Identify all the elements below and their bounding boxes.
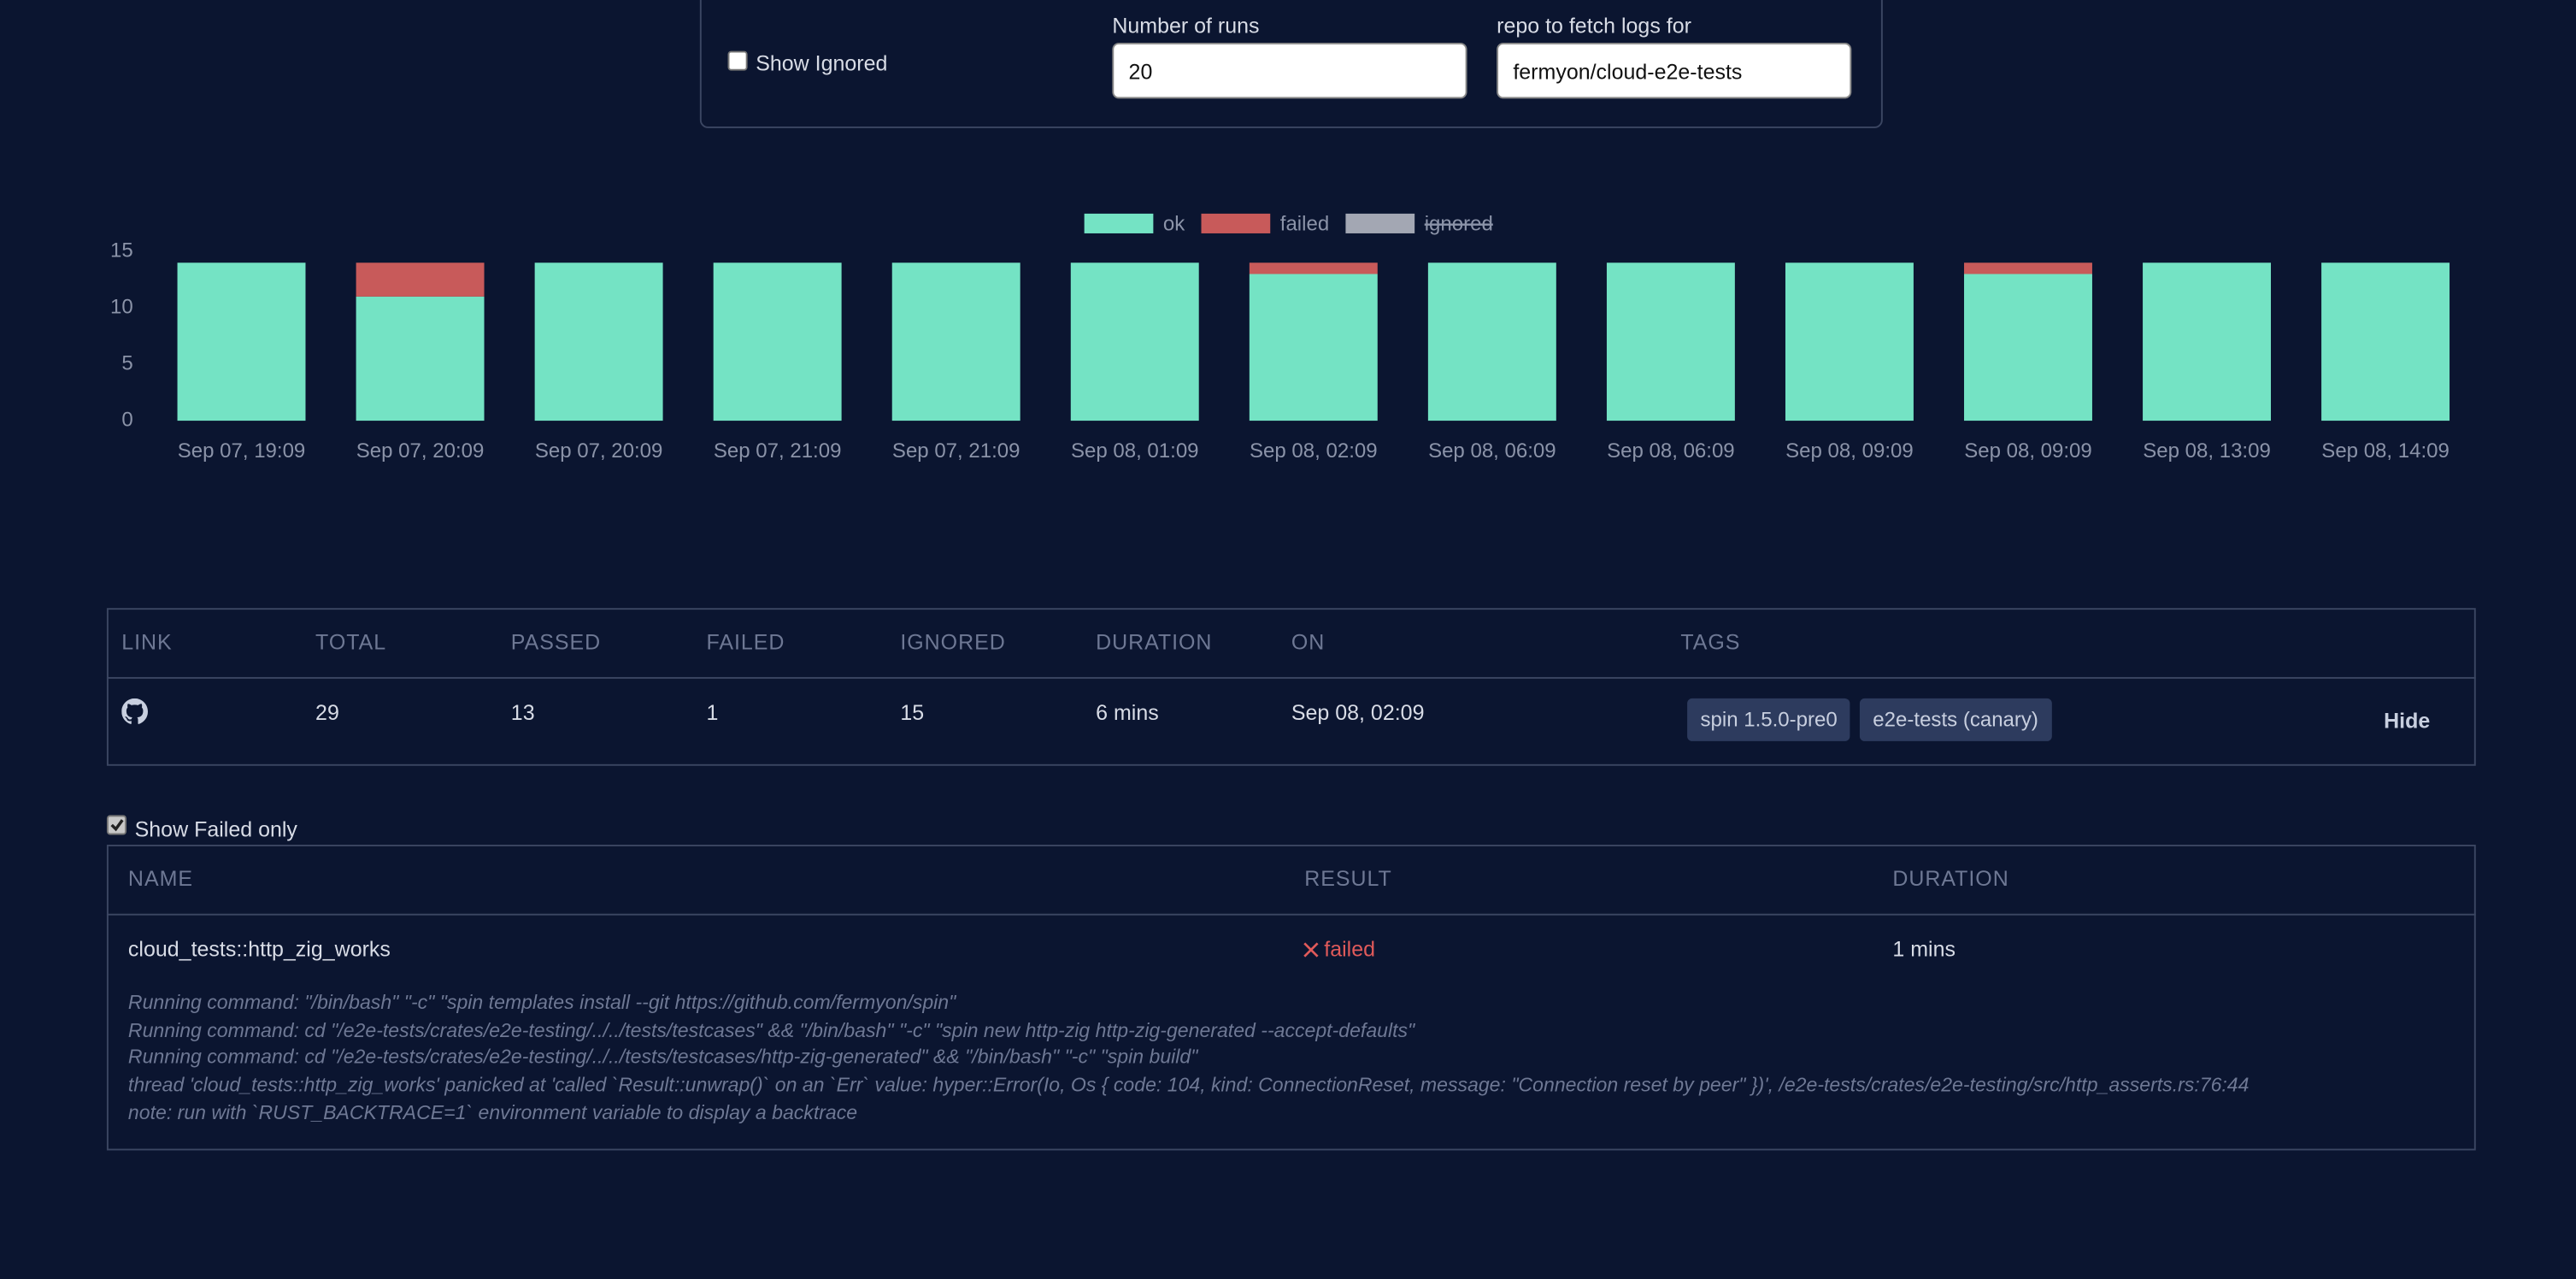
bar-segment — [2143, 262, 2271, 421]
column-header: NAME — [127, 865, 193, 891]
repo-label: repo to fetch logs for — [1497, 13, 1691, 38]
tag: spin 1.5.0-pre0 — [1687, 698, 1851, 741]
x-tick-label: Sep 07, 21:09 — [892, 439, 1020, 463]
show-ignored-label: Show Ignored — [756, 50, 888, 76]
bar-segment — [2321, 262, 2450, 421]
runs-label: Number of runs — [1112, 13, 1260, 38]
legend-label: failed — [1280, 213, 1329, 236]
x-tick-label: Sep 08, 13:09 — [2143, 439, 2271, 463]
log-line: Running command: cd "/e2e-tests/crates/e… — [127, 1018, 1415, 1042]
bar-segment — [534, 262, 663, 421]
run-date: Sep 08, 02:09 — [1291, 699, 1425, 725]
test-result: failed — [1324, 936, 1376, 962]
x-tick-label: Sep 08, 06:09 — [1428, 439, 1556, 463]
legend-swatch — [1084, 213, 1154, 233]
divider — [106, 913, 2476, 916]
bar-segment — [1606, 262, 1735, 421]
bar-segment — [891, 262, 1020, 421]
column-header: TAGS — [1680, 629, 1741, 655]
x-tick-label: Sep 07, 21:09 — [714, 439, 842, 463]
show-failed-label: Show Failed only — [134, 816, 297, 842]
log-line: thread 'cloud_tests::http_zig_works' pan… — [127, 1073, 2250, 1097]
column-header: RESULT — [1304, 865, 1392, 891]
legend-swatch — [1201, 213, 1271, 233]
runs-table — [106, 608, 2476, 766]
y-tick-label: 10 — [110, 295, 133, 318]
column-header: DURATION — [1096, 629, 1213, 655]
x-tick-label: Sep 08, 06:09 — [1607, 439, 1735, 463]
tag: e2e-tests (canary) — [1859, 698, 2052, 741]
log-line: note: run with `RUST_BACKTRACE=1` enviro… — [127, 1100, 858, 1124]
x-tick-label: Sep 08, 02:09 — [1250, 439, 1378, 463]
filter-panel — [699, 0, 1883, 128]
x-tick-label: Sep 08, 14:09 — [2321, 439, 2450, 463]
x-tick-label: Sep 07, 20:09 — [535, 439, 663, 463]
x-tick-label: Sep 07, 20:09 — [356, 439, 485, 463]
results-table — [106, 845, 2476, 1151]
failed: 1 — [706, 699, 719, 725]
column-header: IGNORED — [900, 629, 1006, 655]
repo-input[interactable]: fermyon/cloud-e2e-tests — [1497, 42, 1852, 99]
column-header: ON — [1291, 629, 1326, 655]
legend-label: ok — [1163, 213, 1185, 236]
test-duration: 1 mins — [1892, 936, 1956, 962]
test-name: cloud_tests::http_zig_works — [127, 936, 391, 962]
fail-icon — [1303, 942, 1319, 958]
x-tick-label: Sep 08, 09:09 — [1785, 439, 1914, 463]
bar-segment — [356, 262, 485, 297]
runs-input[interactable]: 20 — [1112, 42, 1467, 99]
bar-segment — [1785, 262, 1914, 421]
log-line: Running command: "/bin/bash" "-c" "spin … — [127, 991, 956, 1014]
total: 29 — [315, 699, 339, 725]
legend-swatch — [1345, 213, 1415, 233]
duration: 6 mins — [1096, 699, 1159, 725]
divider — [106, 676, 2476, 679]
show-failed-checkbox[interactable] — [106, 815, 127, 835]
column-header: FAILED — [706, 629, 785, 655]
column-header: TOTAL — [315, 629, 387, 655]
bar-segment — [1249, 274, 1378, 421]
x-tick-label: Sep 08, 01:09 — [1071, 439, 1199, 463]
column-header: LINK — [121, 629, 173, 655]
ignored: 15 — [900, 699, 925, 725]
column-header: DURATION — [1892, 865, 2009, 891]
bar-segment — [1249, 262, 1378, 274]
x-tick-label: Sep 07, 19:09 — [178, 439, 306, 463]
hide-button[interactable]: Hide — [2384, 708, 2431, 734]
column-header: PASSED — [510, 629, 602, 655]
legend-label: ignored — [1425, 213, 1493, 236]
bar-segment — [1070, 262, 1199, 421]
chart: ok failed ignored 0 5 10 15 Sep 07, 19:09 Sep 07… — [110, 213, 2450, 463]
bar-segment — [356, 296, 485, 421]
y-tick-label: 0 — [121, 408, 132, 431]
passed: 13 — [510, 699, 535, 725]
bar-segment — [1964, 262, 2092, 274]
y-tick-label: 15 — [110, 239, 133, 262]
x-tick-label: Sep 08, 09:09 — [1964, 439, 2092, 463]
github-link[interactable] — [121, 698, 148, 725]
log-line: Running command: cd "/e2e-tests/crates/e… — [127, 1045, 1198, 1069]
bar-segment — [713, 262, 842, 421]
bar-segment — [1427, 262, 1556, 421]
bar-segment — [1964, 274, 2092, 421]
show-ignored-checkbox[interactable] — [727, 50, 748, 71]
bar-segment — [177, 262, 306, 421]
y-tick-label: 5 — [121, 351, 132, 374]
